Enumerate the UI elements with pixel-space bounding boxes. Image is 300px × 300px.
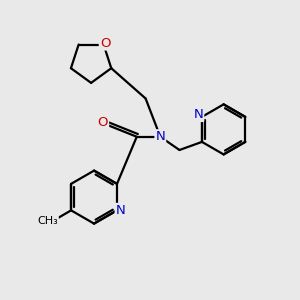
Text: N: N — [155, 130, 165, 143]
Text: O: O — [98, 116, 108, 129]
Text: O: O — [100, 37, 110, 50]
Text: CH₃: CH₃ — [37, 216, 58, 226]
Text: N: N — [194, 108, 203, 121]
Text: N: N — [116, 204, 125, 217]
